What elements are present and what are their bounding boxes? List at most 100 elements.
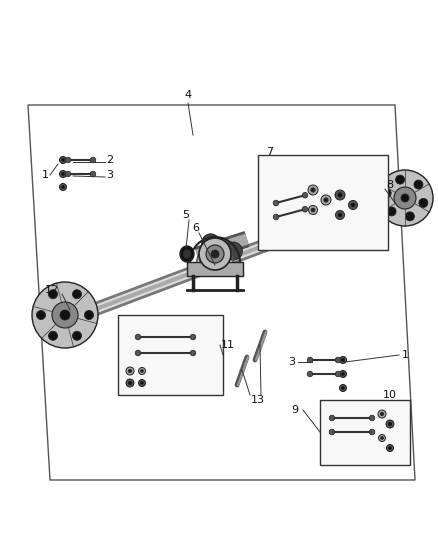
Circle shape [273,200,279,206]
Text: 3: 3 [289,357,296,367]
Circle shape [342,386,345,390]
Circle shape [135,334,141,340]
Circle shape [387,207,396,216]
Circle shape [329,429,335,435]
Text: 1: 1 [402,350,409,360]
Circle shape [308,185,318,195]
Bar [118,315,223,395]
Text: 8: 8 [386,180,394,190]
Circle shape [321,195,331,205]
Circle shape [369,415,375,421]
Text: 4: 4 [184,90,191,100]
Circle shape [380,412,384,416]
Circle shape [32,282,98,348]
Circle shape [388,422,392,426]
Circle shape [335,371,341,377]
Circle shape [135,350,141,356]
Circle shape [224,242,242,260]
Circle shape [369,429,375,435]
Circle shape [307,371,313,377]
Circle shape [336,211,345,220]
Circle shape [414,180,423,189]
Text: 13: 13 [251,395,265,405]
Circle shape [202,234,220,252]
Circle shape [339,370,346,377]
Circle shape [339,384,346,392]
Circle shape [324,198,328,202]
Circle shape [49,332,57,340]
Circle shape [138,367,145,375]
Circle shape [128,381,132,385]
Circle shape [351,203,355,207]
Circle shape [378,410,386,418]
Circle shape [128,369,132,373]
Circle shape [394,187,416,209]
Circle shape [389,447,392,449]
Circle shape [386,420,394,428]
Text: 1: 1 [42,170,49,180]
Circle shape [49,290,57,298]
Circle shape [73,290,81,298]
Circle shape [126,367,134,375]
Circle shape [60,171,67,177]
Circle shape [302,192,308,198]
Ellipse shape [183,249,191,259]
Text: 7: 7 [266,147,274,157]
Circle shape [141,369,144,373]
Circle shape [311,208,315,212]
Circle shape [273,214,279,220]
Text: 3: 3 [106,170,113,180]
Circle shape [396,175,405,184]
Ellipse shape [180,246,194,262]
Circle shape [61,158,64,161]
Circle shape [342,358,345,361]
Circle shape [342,373,345,376]
Circle shape [61,185,64,189]
Circle shape [401,194,409,202]
Bar [258,155,388,250]
Circle shape [419,198,428,207]
Circle shape [302,206,308,212]
Circle shape [213,238,231,256]
Text: 5: 5 [183,210,190,220]
Circle shape [65,157,71,163]
Circle shape [60,310,70,320]
Circle shape [211,250,219,258]
Circle shape [378,434,385,441]
Circle shape [52,302,78,328]
Circle shape [386,445,393,451]
Circle shape [61,172,64,175]
Circle shape [338,213,342,217]
Circle shape [65,171,71,177]
Circle shape [85,311,93,319]
Circle shape [382,189,391,198]
Circle shape [36,311,46,319]
Circle shape [307,357,313,363]
Circle shape [60,183,67,190]
Text: 12: 12 [45,285,59,295]
Polygon shape [187,262,243,276]
Circle shape [190,334,196,340]
Bar [320,400,410,465]
Circle shape [338,193,342,197]
Circle shape [126,379,134,387]
Text: 10: 10 [383,390,397,400]
Circle shape [339,357,346,364]
Circle shape [335,190,345,200]
Circle shape [377,170,433,226]
Circle shape [141,382,144,385]
Circle shape [190,350,196,356]
Circle shape [381,437,384,440]
Circle shape [311,188,315,192]
Circle shape [335,357,341,363]
Circle shape [406,212,414,221]
Text: 2: 2 [106,155,113,165]
Circle shape [60,157,67,164]
Text: 9: 9 [291,405,299,415]
Circle shape [90,157,96,163]
Circle shape [308,206,318,214]
Text: 11: 11 [221,340,235,350]
Circle shape [73,332,81,340]
Circle shape [199,238,231,270]
Circle shape [329,415,335,421]
